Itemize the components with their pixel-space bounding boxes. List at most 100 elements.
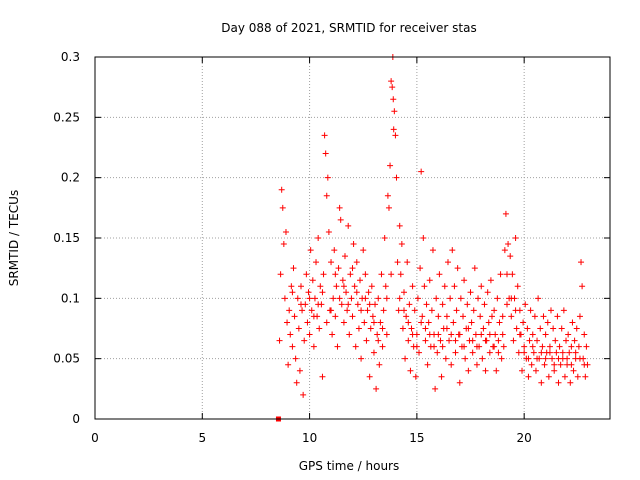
data-point-marker bbox=[322, 150, 329, 157]
data-point-marker bbox=[375, 337, 382, 344]
data-point-marker bbox=[460, 313, 467, 320]
data-point bbox=[320, 271, 327, 278]
data-point bbox=[394, 259, 401, 266]
data-point bbox=[566, 349, 573, 356]
data-point-marker bbox=[547, 307, 554, 314]
data-point bbox=[582, 373, 589, 380]
data-point-marker bbox=[390, 96, 397, 103]
data-point-marker bbox=[560, 307, 567, 314]
data-point-marker bbox=[380, 307, 387, 314]
data-point-marker bbox=[569, 319, 576, 326]
data-point bbox=[472, 331, 479, 338]
data-point bbox=[284, 319, 291, 326]
data-point-marker bbox=[570, 367, 577, 374]
data-point bbox=[467, 289, 474, 296]
data-point-marker bbox=[357, 277, 364, 284]
data-point-marker bbox=[432, 385, 439, 392]
data-point bbox=[339, 277, 346, 284]
data-point bbox=[541, 361, 548, 368]
data-point-marker bbox=[405, 337, 412, 344]
data-point bbox=[323, 319, 330, 326]
data-point bbox=[401, 307, 407, 314]
data-point bbox=[306, 295, 313, 302]
data-point bbox=[561, 373, 568, 380]
data-point-marker bbox=[394, 259, 401, 266]
data-point bbox=[344, 307, 351, 314]
data-point-marker bbox=[328, 307, 335, 314]
data-point bbox=[381, 235, 388, 241]
data-point-marker bbox=[304, 319, 311, 326]
data-point bbox=[426, 277, 433, 284]
data-point bbox=[399, 325, 406, 332]
data-point bbox=[370, 319, 377, 326]
x-tick-label: 5 bbox=[198, 431, 206, 445]
data-point bbox=[542, 355, 549, 362]
data-point-marker bbox=[448, 331, 455, 338]
data-point-marker bbox=[447, 295, 454, 302]
data-point bbox=[300, 391, 307, 398]
data-point-marker bbox=[464, 301, 471, 308]
data-point-marker bbox=[495, 337, 502, 344]
data-point-marker bbox=[576, 313, 583, 320]
data-point-marker bbox=[557, 361, 564, 368]
data-point bbox=[336, 204, 343, 211]
data-point-marker bbox=[428, 307, 435, 314]
data-point bbox=[348, 295, 355, 302]
data-point bbox=[546, 349, 553, 356]
data-point-marker bbox=[554, 313, 561, 320]
data-point bbox=[456, 379, 463, 386]
data-point bbox=[295, 325, 302, 332]
data-point bbox=[334, 343, 341, 350]
data-point bbox=[547, 307, 554, 314]
y-axis-label: SRMTID / TECUs bbox=[7, 190, 21, 286]
data-point-marker bbox=[508, 295, 515, 302]
data-point-marker bbox=[353, 259, 360, 266]
data-point-marker bbox=[360, 247, 367, 254]
data-point bbox=[528, 361, 535, 368]
data-point bbox=[581, 361, 588, 368]
data-point bbox=[499, 331, 506, 338]
data-point-marker bbox=[321, 132, 328, 139]
data-point bbox=[321, 132, 328, 139]
data-point-marker bbox=[376, 361, 383, 368]
axis-ticks bbox=[94, 56, 610, 420]
data-point-marker bbox=[559, 349, 566, 356]
data-point-marker bbox=[328, 259, 335, 266]
data-point bbox=[535, 295, 542, 302]
data-point-marker bbox=[351, 283, 358, 290]
data-point bbox=[555, 379, 562, 386]
data-point-marker bbox=[292, 355, 299, 362]
data-point bbox=[369, 313, 376, 320]
data-point-marker bbox=[558, 325, 565, 332]
data-point bbox=[521, 343, 528, 350]
data-point-marker bbox=[385, 204, 392, 211]
data-point-marker bbox=[498, 355, 505, 362]
data-point bbox=[560, 307, 567, 314]
data-point-marker bbox=[293, 379, 300, 386]
data-point bbox=[366, 373, 373, 380]
data-point-marker bbox=[550, 325, 557, 332]
data-point bbox=[319, 289, 326, 296]
data-point bbox=[353, 289, 360, 296]
y-tick-label: 0.2 bbox=[61, 171, 80, 185]
data-point-marker bbox=[349, 265, 356, 272]
data-point bbox=[306, 331, 313, 338]
data-point bbox=[358, 307, 365, 314]
data-point-marker bbox=[418, 319, 425, 326]
data-point-marker bbox=[401, 289, 407, 296]
data-point-marker bbox=[499, 313, 506, 320]
data-point bbox=[479, 355, 486, 362]
data-point bbox=[431, 343, 438, 350]
data-point-marker bbox=[374, 331, 381, 338]
data-point-marker bbox=[519, 367, 526, 374]
data-point bbox=[574, 373, 581, 380]
data-point bbox=[360, 247, 367, 254]
data-point-marker bbox=[325, 228, 332, 235]
data-point bbox=[434, 349, 441, 356]
data-point bbox=[375, 337, 382, 344]
data-point-marker bbox=[390, 126, 397, 133]
data-point-marker bbox=[544, 319, 551, 326]
data-point-marker bbox=[539, 343, 546, 350]
data-point bbox=[414, 295, 421, 302]
data-point bbox=[477, 313, 484, 320]
